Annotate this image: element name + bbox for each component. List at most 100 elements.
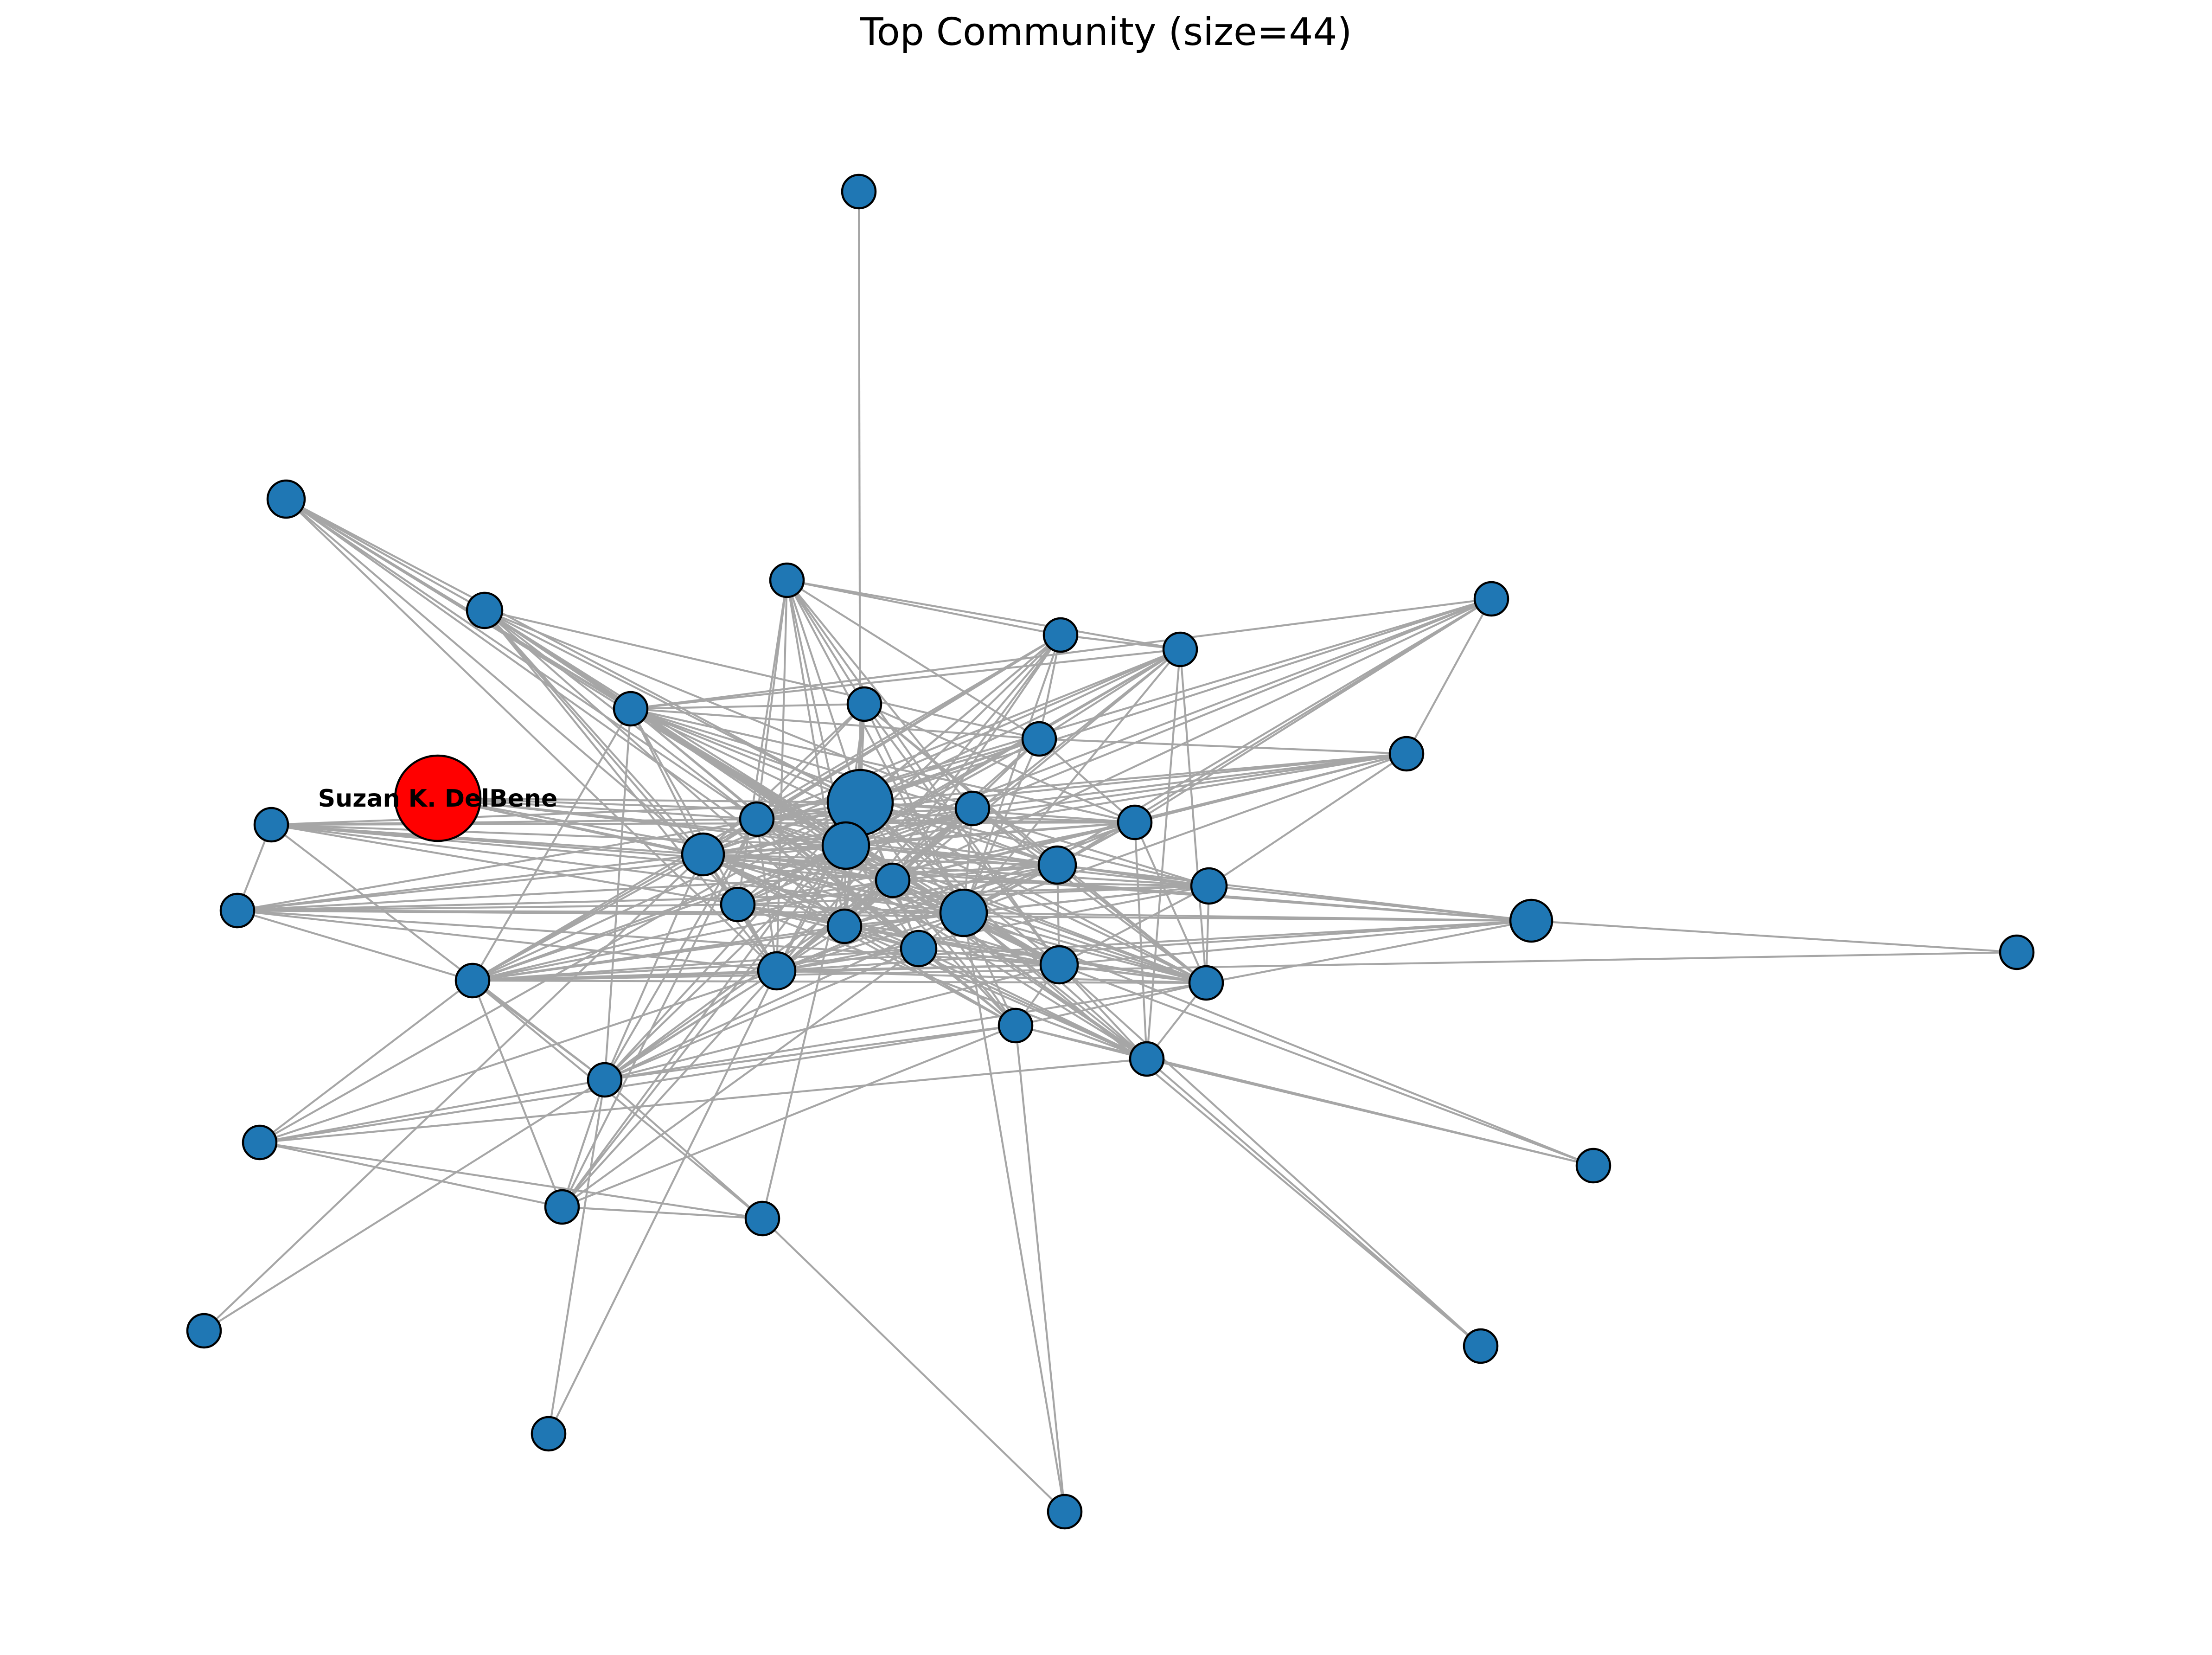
graph-edge <box>472 925 845 982</box>
graph-node <box>757 951 797 991</box>
graph-edge <box>786 579 1061 636</box>
graph-node <box>253 807 289 843</box>
graph-node <box>744 1200 780 1237</box>
graph-edge <box>630 707 1135 824</box>
graph-edge <box>285 498 778 972</box>
graph-node <box>1190 867 1228 905</box>
graph-edge <box>271 823 738 906</box>
graph-edge <box>259 970 777 1143</box>
graph-edge <box>844 925 1147 1060</box>
chart-title: Top Community (size=44) <box>860 10 1352 54</box>
graph-node <box>186 1313 222 1349</box>
graph-edge <box>963 753 1407 914</box>
graph-edge <box>1208 753 1407 887</box>
graph-node <box>875 862 911 898</box>
graph-edge <box>285 498 758 820</box>
graph-edge <box>776 947 919 972</box>
graph-edge <box>1531 919 2017 954</box>
graph-edge <box>237 844 846 912</box>
graph-node <box>1021 721 1057 757</box>
graph-edge <box>844 925 1207 984</box>
graph-node <box>587 1062 623 1098</box>
graph-edge <box>562 1025 1016 1208</box>
graph-edge <box>963 635 1061 913</box>
graph-edge <box>203 853 704 1332</box>
graph-edge <box>1134 822 1207 983</box>
graph-edge <box>864 703 1135 823</box>
graph-edge <box>259 1141 763 1220</box>
graph-edge <box>472 951 2017 982</box>
graph-edge <box>845 821 1135 847</box>
graph-edge <box>259 1024 1016 1144</box>
graph-edge <box>630 703 865 710</box>
graph-node <box>1129 1041 1165 1077</box>
graph-node <box>1042 617 1079 653</box>
graph-edge <box>630 707 1040 740</box>
graph-node <box>1037 845 1077 885</box>
highlighted-node-label: Suzan K. DelBene <box>318 785 558 813</box>
graph-node <box>846 686 882 722</box>
graph-edge <box>271 823 964 914</box>
graph-node <box>266 479 306 519</box>
graph-node <box>900 930 938 968</box>
graph-edge <box>860 801 1209 887</box>
graph-edge <box>237 903 738 912</box>
graph-node <box>841 173 877 210</box>
graph-edge <box>203 970 778 1332</box>
graph-node <box>466 591 504 629</box>
highlighted-node <box>394 754 482 842</box>
graph-edge <box>561 1079 606 1207</box>
graph-edge <box>860 598 1492 803</box>
graph-edge <box>972 598 1492 809</box>
graph-edge <box>286 498 861 803</box>
graph-node <box>1473 581 1509 617</box>
graph-node <box>1575 1148 1611 1184</box>
edges-layer <box>203 191 2017 1513</box>
graph-edge <box>786 579 1040 740</box>
graph-edge <box>259 1058 1147 1144</box>
graph-edge <box>963 912 1482 1347</box>
graph-edge <box>237 864 1058 912</box>
graph-node <box>242 1124 278 1161</box>
graph-edge <box>860 648 1181 803</box>
graph-edge <box>237 909 1532 922</box>
graph-edge <box>630 708 861 803</box>
graph-edge <box>786 579 865 705</box>
graph-edge <box>1146 1058 1482 1347</box>
graph-edge <box>1146 1058 1594 1167</box>
graph-edge <box>237 853 703 912</box>
labels-layer: Suzan K. DelBene <box>318 785 558 813</box>
graph-node <box>531 1416 567 1452</box>
graph-edge <box>1133 822 1148 1059</box>
graph-edge <box>845 752 1407 847</box>
graph-edge <box>604 963 1060 1081</box>
graph-node <box>769 562 805 598</box>
graph-edge <box>561 948 920 1208</box>
graph-node <box>939 888 988 937</box>
graph-node <box>1162 631 1198 667</box>
graph-edge <box>548 970 778 1434</box>
graph-node <box>1999 934 2035 970</box>
graph-edge <box>630 648 1181 710</box>
graph-node <box>826 908 863 944</box>
graph-edge <box>1059 963 1207 984</box>
graph-edge <box>844 821 1135 927</box>
graph-edge <box>963 911 1207 984</box>
graph-edge <box>845 598 1492 847</box>
graph-node <box>1117 804 1153 840</box>
graph-edge <box>1014 1025 1066 1512</box>
graph-edge <box>630 708 704 855</box>
graph-edge <box>972 752 1407 810</box>
graph-edge <box>737 879 893 906</box>
graph-edge <box>630 597 1492 710</box>
graph-node <box>681 832 725 877</box>
nodes-layer <box>186 173 2035 1530</box>
graph-edge <box>761 802 862 1219</box>
graph-edge <box>472 980 763 1219</box>
graph-node <box>219 892 256 929</box>
graph-edge <box>237 909 777 972</box>
graph-edge <box>963 911 1532 922</box>
graph-edge <box>1059 919 1532 966</box>
graph-node <box>1047 1494 1083 1530</box>
